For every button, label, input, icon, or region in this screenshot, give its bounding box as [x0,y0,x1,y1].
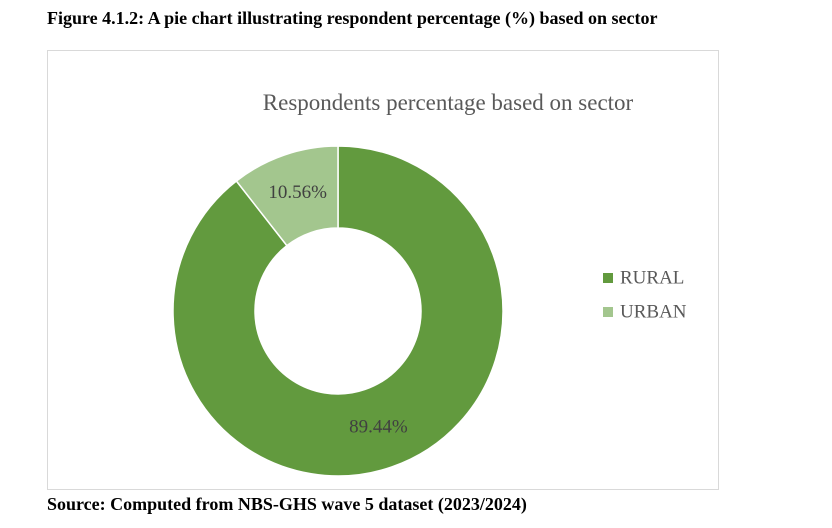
doughnut-chart: Respondents percentage based on sector 8… [172,90,687,477]
legend-swatch-urban [603,307,613,317]
data-label-urban: 10.56% [268,182,327,203]
figure-caption: Figure 4.1.2: A pie chart illustrating r… [47,8,658,28]
slices-group [172,145,504,477]
chart-area: Respondents percentage based on sector 8… [47,50,719,490]
chart-title: Respondents percentage based on sector [263,90,634,115]
source-note: Source: Computed from NBS-GHS wave 5 dat… [47,494,527,514]
data-label-rural: 89.44% [349,417,408,438]
legend-swatch-rural [603,273,613,283]
legend-label-urban: URBAN [620,301,687,322]
legend-label-rural: RURAL [620,267,684,288]
slice-urban [235,145,339,247]
slice-rural [172,145,504,477]
legend: RURAL URBAN [603,267,687,322]
data-labels-group: 89.44% 10.56% [268,182,408,437]
